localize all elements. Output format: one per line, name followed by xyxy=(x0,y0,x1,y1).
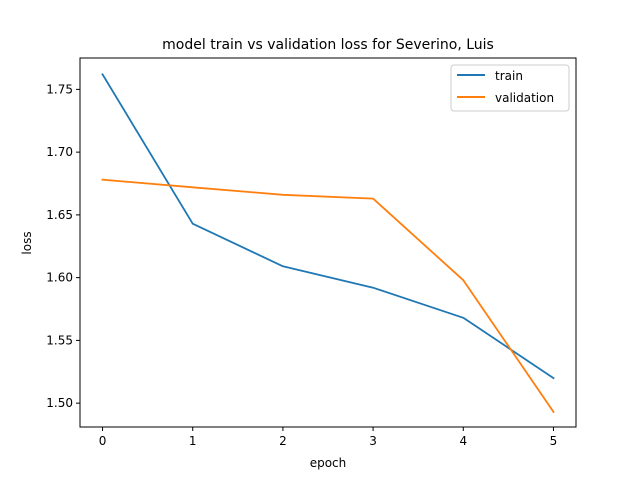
x-tick-label: 2 xyxy=(279,434,287,448)
x-tick-label: 4 xyxy=(459,434,467,448)
x-axis-label: epoch xyxy=(310,456,347,470)
legend-box xyxy=(450,64,570,112)
plot-frame xyxy=(79,57,577,428)
chart-title: model train vs validation loss for Sever… xyxy=(162,37,494,53)
x-tick-label: 3 xyxy=(369,434,377,448)
x-tick-label: 1 xyxy=(189,434,197,448)
legend-label-validation: validation xyxy=(495,91,554,105)
plot-area xyxy=(79,57,577,428)
y-tick-label: 1.65 xyxy=(46,208,73,222)
legend: train validation xyxy=(450,64,570,112)
series-line-validation xyxy=(101,178,555,414)
series-lines xyxy=(101,73,555,414)
y-tick-label: 1.70 xyxy=(46,145,73,159)
x-tick-label: 5 xyxy=(550,434,558,448)
series-line-train xyxy=(101,73,555,380)
legend-label-train: train xyxy=(495,69,523,83)
y-tick-label: 1.55 xyxy=(46,333,73,347)
y-tick-label: 1.60 xyxy=(46,271,73,285)
y-tick-label: 1.50 xyxy=(46,396,73,410)
x-tick-label: 0 xyxy=(99,434,107,448)
x-axis: 0 1 2 3 4 5 xyxy=(99,427,558,448)
y-axis: 1.50 1.55 1.60 1.65 1.70 1.75 xyxy=(46,82,80,410)
y-axis-label: loss xyxy=(20,231,34,254)
y-tick-label: 1.75 xyxy=(46,82,73,96)
